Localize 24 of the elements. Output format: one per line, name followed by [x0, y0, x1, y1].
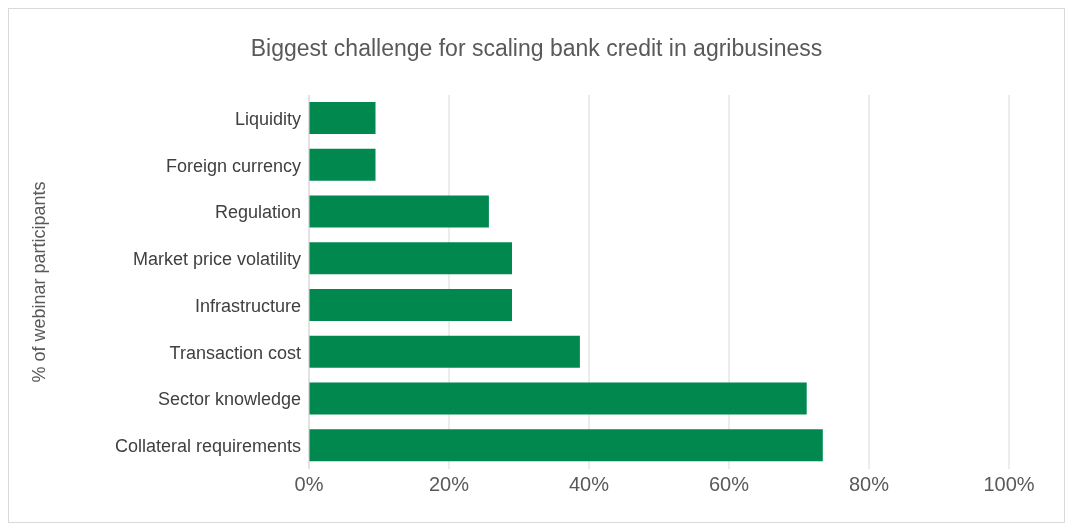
- chart-title: Biggest challenge for scaling bank credit in agribusiness: [249, 35, 824, 62]
- y-tick-label: Sector knowledge: [157, 389, 301, 410]
- y-tick-label: Infrastructure: [194, 295, 301, 316]
- bar: [309, 148, 376, 181]
- x-tick-label: 0%: [294, 473, 324, 496]
- x-tick-label: 60%: [708, 473, 750, 496]
- y-tick-label: Collateral requirements: [114, 436, 301, 457]
- y-tick-label: Market price volatility: [132, 249, 301, 270]
- y-tick-label: Foreign currency: [165, 155, 301, 176]
- y-tick-label: Regulation: [214, 202, 301, 223]
- x-tick-label: 20%: [428, 473, 470, 496]
- y-tick-label: Transaction cost: [169, 342, 301, 363]
- x-tick-label: 100%: [983, 473, 1035, 496]
- bar: [309, 195, 489, 228]
- x-tick-label: 40%: [568, 473, 610, 496]
- y-tick-label: Liquidity: [234, 108, 301, 129]
- bar: [309, 289, 512, 321]
- x-tick-label: 80%: [848, 473, 890, 496]
- bar: [309, 102, 376, 134]
- bar: [309, 382, 807, 415]
- y-axis-title: % of webinar participants: [29, 181, 50, 383]
- bar: [309, 429, 823, 462]
- bar: [309, 335, 580, 368]
- bar: [309, 242, 512, 275]
